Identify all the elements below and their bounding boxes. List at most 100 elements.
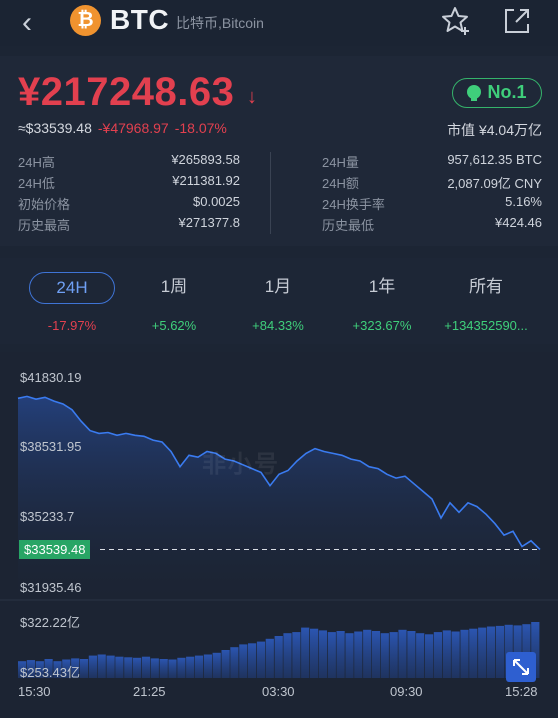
price-area-fill xyxy=(18,396,540,597)
star-plus-icon[interactable] xyxy=(440,5,472,37)
volume-bar xyxy=(194,655,204,678)
top-bar: ‹ ₿ BTC 比特币,Bitcoin xyxy=(0,0,558,46)
volume-bar xyxy=(522,624,531,678)
volume-bar xyxy=(318,630,327,678)
volume-bar xyxy=(363,629,372,678)
price-usd-line: ≈$33539.48 -¥47968.97 -18.07% xyxy=(18,120,227,136)
volume-bar xyxy=(203,654,212,678)
volume-bar xyxy=(283,633,292,678)
volume-bar xyxy=(212,652,221,678)
volume-bar xyxy=(79,659,89,678)
volume-bar xyxy=(442,630,451,678)
price-chart[interactable]: 非小号 $41830.19 $38531.95 $35233.7 $31935.… xyxy=(0,352,558,718)
volume-bar xyxy=(133,657,142,678)
volume-bar xyxy=(310,628,319,678)
change-cny: -¥47968.97 xyxy=(97,120,169,136)
period-change: +323.67% xyxy=(352,318,412,333)
back-icon[interactable]: ‹ xyxy=(22,6,32,39)
tab-1year[interactable]: 1年 xyxy=(368,277,396,296)
volume-bar xyxy=(159,659,168,678)
x-tick-label: 03:30 xyxy=(262,684,295,699)
x-tick-label: 09:30 xyxy=(390,684,423,699)
volume-bar xyxy=(398,629,407,678)
stat-label: 历史最低 xyxy=(322,218,375,233)
volume-bar xyxy=(97,654,106,678)
volume-bar xyxy=(433,632,442,678)
volume-bar xyxy=(106,655,115,678)
stat-label: 初始价格 xyxy=(18,197,71,212)
volume-bar xyxy=(389,632,398,678)
rank-badge[interactable]: No.1 xyxy=(452,78,542,108)
volume-bar xyxy=(486,626,496,678)
volume-bar xyxy=(354,631,363,678)
price-chart-svg xyxy=(0,395,558,678)
volume-bar xyxy=(53,661,62,678)
change-pct: -18.07% xyxy=(174,120,227,136)
volume-bar xyxy=(478,627,487,678)
rank-label: No.1 xyxy=(487,82,527,102)
volume-bar xyxy=(186,656,195,678)
price-usd: ≈$33539.48 xyxy=(18,120,92,136)
volume-bar xyxy=(301,627,310,678)
watermark: 非小号 xyxy=(202,451,280,478)
volume-bar xyxy=(292,632,301,678)
volume-bar xyxy=(416,633,425,678)
volume-bar xyxy=(274,636,283,678)
y-tick-label: $38531.95 xyxy=(20,439,82,454)
volume-tick-label: $322.22亿 xyxy=(20,615,80,630)
volume-bar xyxy=(469,628,478,678)
volume-bar xyxy=(150,658,159,678)
volume-bar xyxy=(336,631,345,678)
down-arrow-icon: ↓ xyxy=(247,86,257,108)
volume-bar xyxy=(460,629,469,678)
volume-bar xyxy=(248,643,257,678)
volume-bar xyxy=(371,631,381,678)
volume-bar xyxy=(141,656,151,678)
stat-value: $0.0025 xyxy=(193,194,240,209)
volume-bar xyxy=(18,661,27,678)
volume-bar xyxy=(221,650,230,678)
volume-bar xyxy=(168,659,177,678)
period-change: +134352590... xyxy=(444,318,528,333)
tab-1month[interactable]: 1月 xyxy=(264,277,292,296)
volume-bar xyxy=(327,632,336,678)
stat-value: ¥265893.58 xyxy=(171,152,240,167)
stat-row: 24H低 ¥211381.92 24H额 2,087.09亿 CNY xyxy=(18,173,542,194)
volume-bar xyxy=(230,647,239,678)
stats-divider xyxy=(270,152,271,234)
volume-bar xyxy=(425,634,434,678)
period-tabs: 24H 1周 1月 1年 所有 -17.97% +5.62% +84.33% +… xyxy=(0,258,558,344)
stat-value: ¥211381.92 xyxy=(172,173,240,188)
share-icon[interactable] xyxy=(502,6,532,36)
y-tick-label: $31935.46 xyxy=(20,580,82,595)
volume-bar xyxy=(451,631,460,678)
volume-bar xyxy=(88,655,97,678)
current-price-label: $33539.48 xyxy=(19,539,91,559)
x-tick-label: 15:30 xyxy=(18,684,51,699)
tab-all[interactable]: 所有 xyxy=(469,277,503,296)
volume-bar xyxy=(531,622,540,678)
stat-value: ¥271377.8 xyxy=(178,215,240,230)
volume-bar xyxy=(407,631,416,678)
tab-24h[interactable]: 24H xyxy=(29,272,115,304)
tab-1week[interactable]: 1周 xyxy=(160,277,188,296)
stat-label: 24H量 xyxy=(322,155,359,170)
volume-bar xyxy=(495,625,504,678)
x-tick-label: 15:28 xyxy=(505,684,538,699)
volume-bar xyxy=(513,625,522,678)
stat-value: 2,087.09亿 CNY xyxy=(447,176,542,191)
volume-bar xyxy=(265,638,274,678)
volume-bar xyxy=(44,659,53,678)
volume-bar xyxy=(35,661,44,678)
bitcoin-logo-icon: ₿ xyxy=(70,5,101,36)
volume-bar xyxy=(71,658,80,678)
volume-bar xyxy=(345,633,354,678)
stat-value: 5.16% xyxy=(505,194,542,209)
volume-bar xyxy=(256,641,266,678)
volume-bar xyxy=(115,656,124,678)
volume-bar xyxy=(380,633,389,678)
stat-row: 初始价格 $0.0025 24H换手率 5.16% xyxy=(18,194,542,215)
period-change: +5.62% xyxy=(151,318,197,333)
stat-row: 24H高 ¥265893.58 24H量 957,612.35 BTC xyxy=(18,152,542,173)
expand-icon[interactable] xyxy=(506,652,536,682)
